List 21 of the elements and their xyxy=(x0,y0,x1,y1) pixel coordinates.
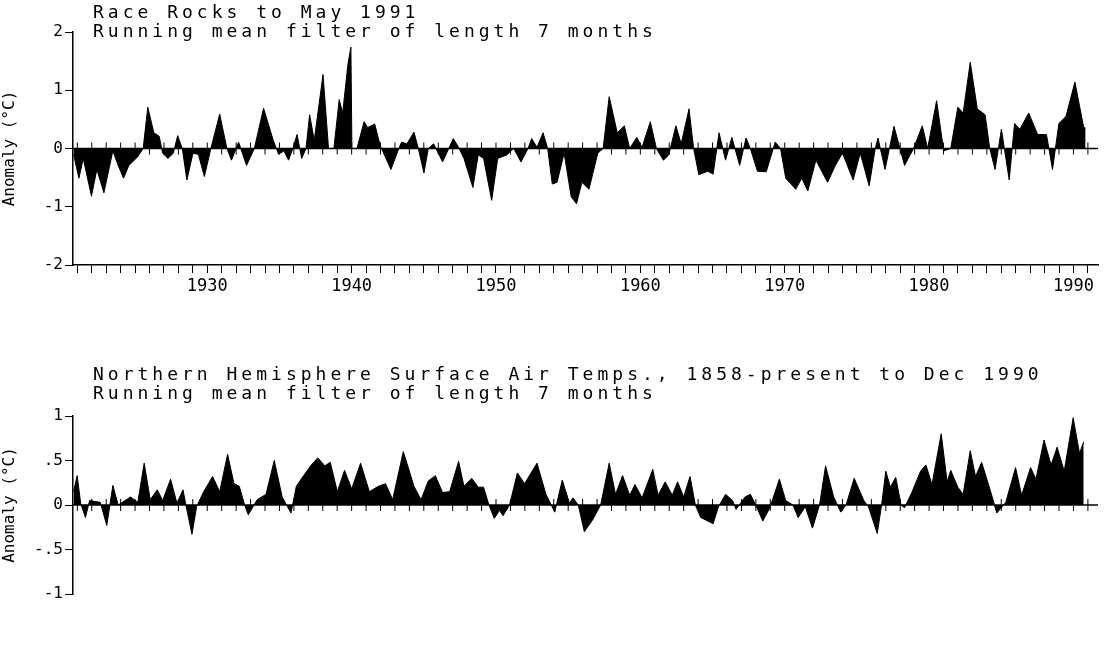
x-tick-label: 1990 xyxy=(1052,274,1094,295)
y-axis-title: Anomaly (°C) xyxy=(0,90,18,207)
y-tick-label: .5 xyxy=(43,449,63,469)
y-tick-label: 0 xyxy=(53,494,63,514)
x-tick-label: 1950 xyxy=(475,274,517,295)
x-tick-label: 1960 xyxy=(619,274,661,295)
y-tick-label: 1 xyxy=(53,405,63,425)
y-tick-label: -.5 xyxy=(34,538,63,558)
y-tick-label: 2 xyxy=(53,21,63,41)
x-tick-label: 1980 xyxy=(908,274,950,295)
y-axis-title: Anomaly (°C) xyxy=(0,447,18,563)
x-tick-label: 1940 xyxy=(331,274,373,295)
chart-title: Northern Hemisphere Surface Air Temps., 1858-present to Dec 1990 xyxy=(93,363,1043,384)
y-tick-label: 0 xyxy=(53,137,63,157)
x-tick-label: 1970 xyxy=(764,274,806,295)
y-tick-label: 1 xyxy=(53,79,63,99)
y-tick-label: -1 xyxy=(43,583,63,603)
y-tick-label: -2 xyxy=(43,254,63,274)
y-tick-label: -1 xyxy=(43,195,63,215)
chart-title: Race Rocks to May 1991 xyxy=(93,1,420,22)
x-tick-label: 1930 xyxy=(186,274,228,295)
